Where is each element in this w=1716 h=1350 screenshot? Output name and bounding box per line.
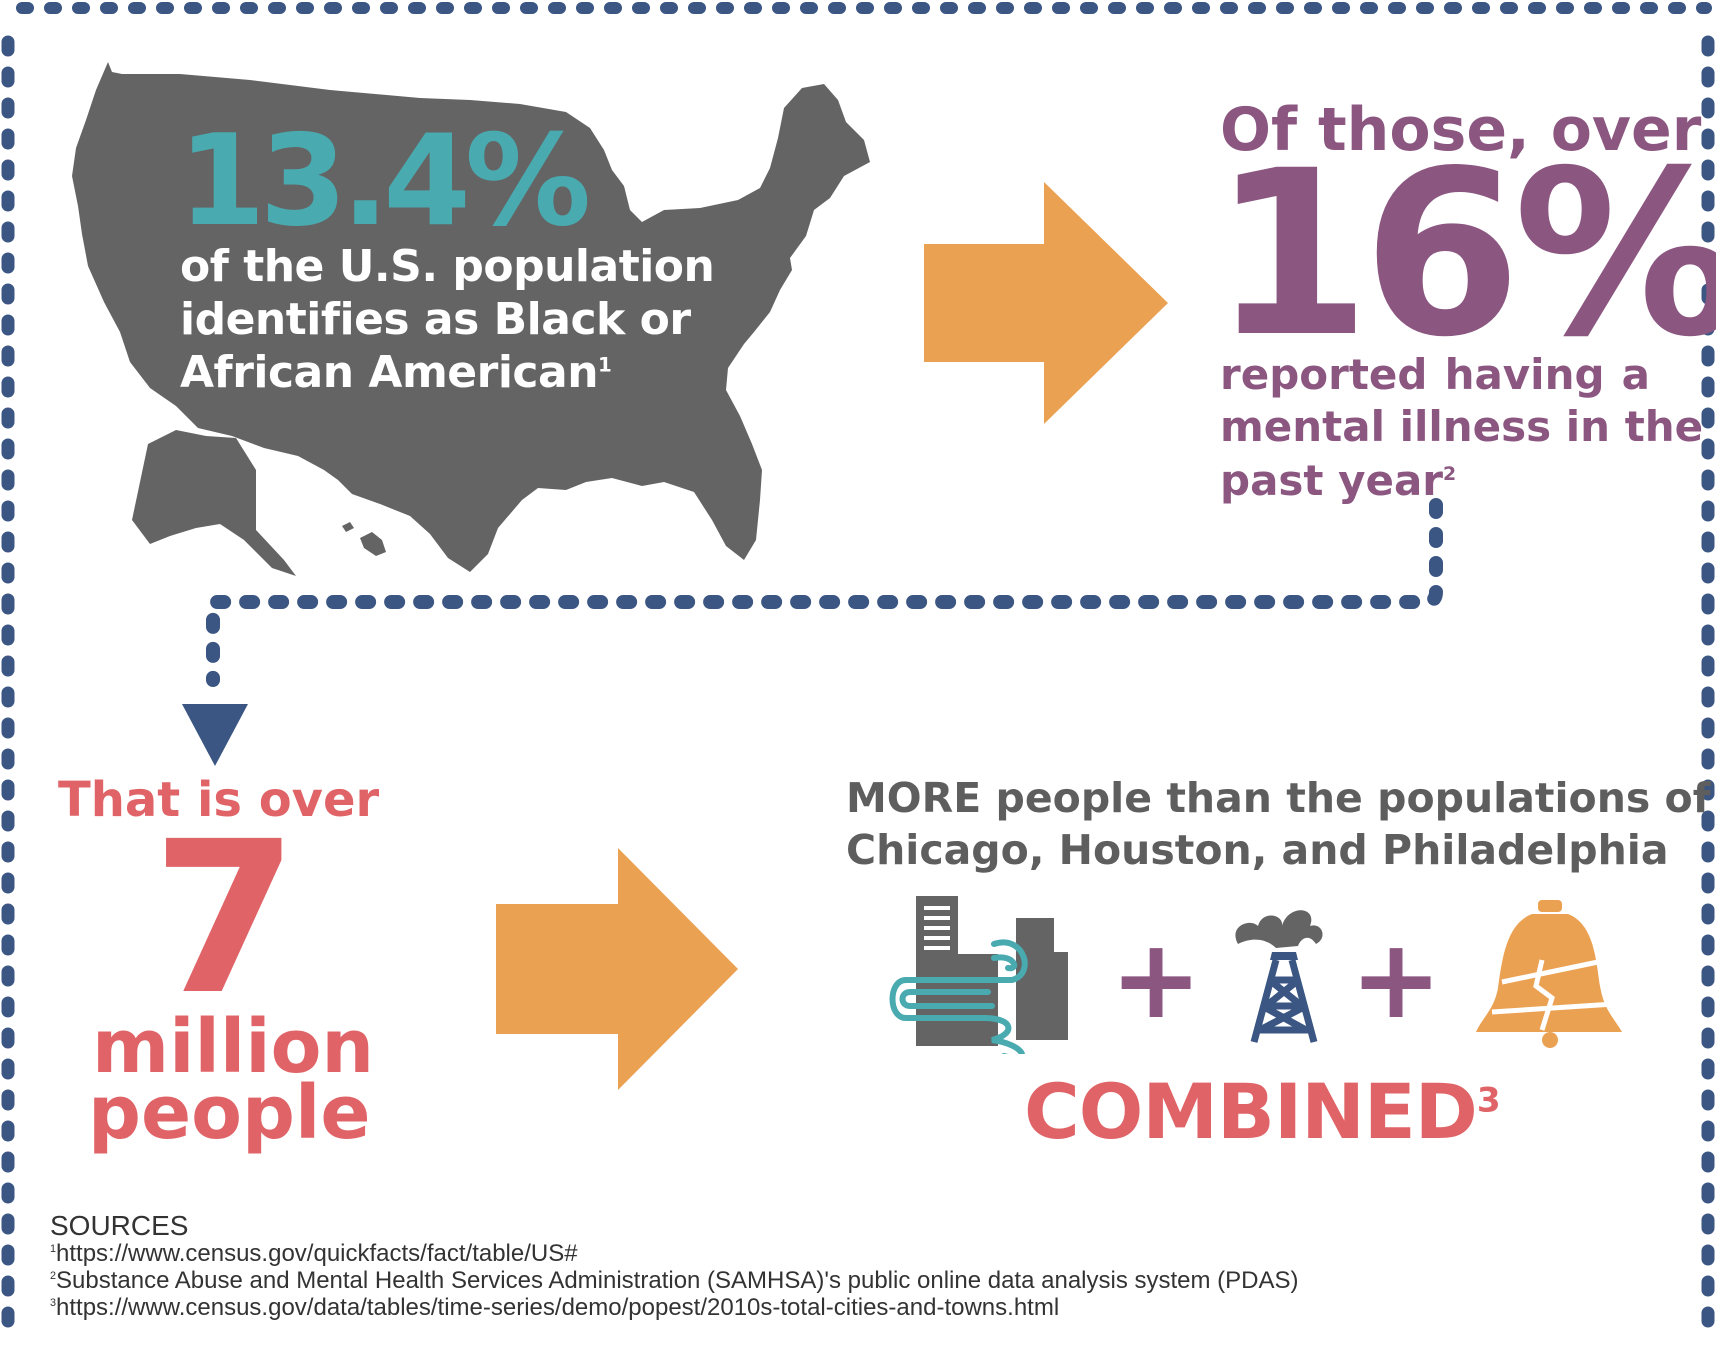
mental-illness-line-1: reported having a [1220, 354, 1650, 396]
source-3-text: https://www.census.gov/data/tables/time-… [56, 1294, 1060, 1321]
that-is-over-heading: That is over [58, 772, 380, 828]
arrow-down-icon [182, 704, 248, 766]
source-2: 2Substance Abuse and Mental Health Servi… [50, 1269, 1299, 1293]
source-2-text: Substance Abuse and Mental Health Servic… [56, 1267, 1299, 1294]
mental-illness-word-3: a [1621, 350, 1650, 399]
combined-label: COMBINED3 [1024, 1074, 1501, 1150]
comparison-line-1: MORE people than the populations of [846, 774, 1711, 822]
mental-illness-line-2: mental illness in the [1220, 402, 1704, 451]
source-1: 1https://www.census.gov/quickfacts/fact/… [50, 1242, 578, 1266]
mental-illness-word-2: having [1444, 350, 1605, 399]
black-population-line-3-text: African American [180, 347, 599, 398]
black-population-line-2: identifies as Black or [180, 294, 691, 345]
oil-derrick-icon [1235, 910, 1323, 1043]
source-3: 3https://www.census.gov/data/tables/time… [50, 1296, 1059, 1320]
us-map [72, 62, 870, 576]
of-those-heading: Of those, over [1220, 95, 1702, 165]
footnote-ref-3: 3 [1476, 1080, 1501, 1121]
black-population-line-3: African American1 [180, 351, 612, 395]
arrow-right-icon [924, 182, 1168, 424]
plus-sign-1: + [1110, 915, 1203, 1043]
mental-illness-line-3: past year2 [1220, 460, 1456, 502]
black-population-line-1: of the U.S. population [180, 241, 715, 292]
mental-illness-word-1: reported [1220, 350, 1428, 399]
arrow-right-icon-2 [496, 848, 738, 1090]
source-ref-3: 3 [50, 1297, 57, 1309]
combined-text: COMBINED [1024, 1067, 1478, 1156]
footnote-ref-1: 1 [598, 353, 612, 377]
million-label: million [92, 1004, 375, 1090]
chicago-skyline-wind-icon [889, 896, 1068, 1054]
comparison-line-2: Chicago, Houston, and Philadelphia [846, 826, 1669, 874]
liberty-bell-icon [1476, 900, 1622, 1048]
source-ref-2: 2 [50, 1270, 57, 1282]
footnote-ref-2: 2 [1443, 463, 1457, 485]
black-population-percentage: 13.4% [178, 107, 591, 254]
source-1-text: https://www.census.gov/quickfacts/fact/t… [56, 1240, 578, 1267]
mental-illness-percentage: 16% [1212, 121, 1716, 387]
seven-million-number: 7 [152, 796, 299, 1041]
plus-sign-2: + [1350, 915, 1443, 1043]
sources-heading: SOURCES [50, 1210, 189, 1241]
people-label: people [88, 1070, 371, 1156]
source-ref-1: 1 [50, 1243, 57, 1255]
mental-illness-line-3-text: past year [1220, 456, 1444, 505]
